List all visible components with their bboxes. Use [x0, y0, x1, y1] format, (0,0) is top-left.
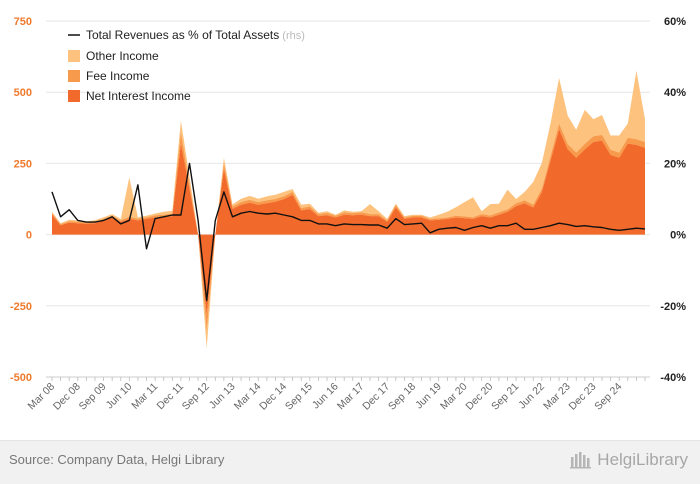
legend-swatch: [68, 50, 80, 62]
x-tick-label: Dec 20: [463, 381, 495, 413]
x-tick-label: Sep 18: [386, 381, 418, 413]
x-tick-label: Jun 22: [516, 381, 547, 412]
y-tick-left: 750: [14, 16, 32, 28]
x-tick-label: Jun 13: [207, 381, 238, 412]
x-tick-label: Mar 14: [232, 381, 264, 413]
y-tick-left: 500: [14, 87, 32, 99]
y-tick-right: 60%: [664, 16, 686, 28]
legend-swatch: [68, 90, 80, 102]
x-tick-label: Mar 08: [26, 381, 58, 413]
x-tick-label: Mar 17: [335, 381, 367, 413]
x-tick-label: Sep 12: [180, 381, 212, 413]
x-tick-label: Sep 21: [489, 381, 521, 413]
x-tick-label: Mar 23: [541, 381, 573, 413]
x-tick-label: Mar 11: [129, 381, 160, 412]
y-tick-right: -20%: [660, 301, 686, 313]
line-total-revenues-pct-assets: [51, 162, 646, 302]
library-icon: [570, 452, 592, 469]
x-tick-label: Dec 08: [51, 381, 83, 413]
x-tick-label: Jun 19: [413, 381, 444, 412]
area-fee-income: [52, 123, 645, 332]
brand-logo: HelgiLibrary: [570, 450, 688, 470]
y-tick-right: 0%: [670, 230, 686, 242]
x-tick-label: Sep 09: [77, 381, 109, 413]
stacked-areas: [52, 70, 645, 349]
y-tick-right: -40%: [660, 372, 686, 384]
x-tick-label: Mar 20: [438, 381, 470, 413]
legend-label: Net Interest Income: [86, 89, 191, 103]
y-tick-left: -250: [10, 301, 32, 313]
y-tick-left: 0: [26, 230, 32, 242]
y-tick-right: 20%: [664, 158, 686, 170]
source-note: Source: Company Data, Helgi Library: [9, 452, 225, 467]
legend-swatch: [68, 70, 80, 82]
legend-label: Other Income: [86, 49, 159, 63]
y-tick-left: 250: [14, 158, 32, 170]
x-tick-label: Sep 15: [283, 381, 315, 413]
x-tick-label: Sep 24: [592, 381, 624, 413]
legend-label: Fee Income: [86, 69, 150, 83]
y-tick-left: -500: [10, 372, 32, 384]
legend-label-suffix: (rhs): [279, 30, 305, 42]
area-net-interest-income: [52, 129, 645, 315]
y-tick-right: 40%: [664, 87, 686, 99]
x-tick-label: Dec 11: [155, 381, 187, 413]
brand-name: HelgiLibrary: [597, 450, 688, 469]
x-tick-label: Dec 23: [567, 381, 599, 413]
x-tick-label: Jun 16: [310, 381, 341, 412]
legend: Total Revenues as % of Total Assets (rhs…: [68, 28, 305, 103]
revenue-chart: 750 60% 500 40% 250 20% 0 0% -250 -20% -500 -40% Mar…: [10, 16, 686, 413]
revenue-ratio-line: [51, 162, 646, 302]
legend-label: Total Revenues as % of Total Assets (rhs…: [86, 28, 305, 42]
x-tick-label: Dec 14: [257, 381, 289, 413]
x-tick-label: Jun 10: [104, 381, 135, 412]
footer-bar: Source: Company Data, Helgi Library Helg…: [0, 440, 700, 484]
x-tick-label: Dec 17: [360, 381, 392, 413]
